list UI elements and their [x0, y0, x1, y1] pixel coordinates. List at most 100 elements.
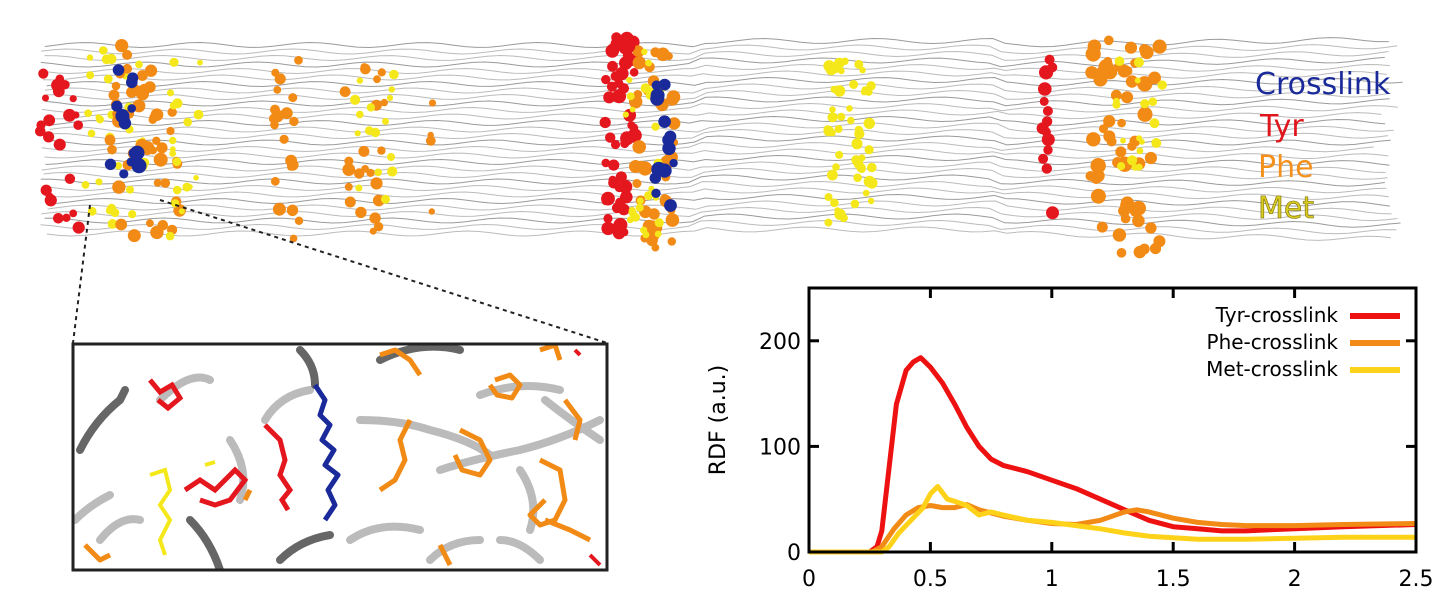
residue-atom [632, 56, 646, 70]
residue-atom [610, 71, 621, 82]
residue-atom [153, 179, 162, 187]
residue-atom [73, 120, 83, 130]
phe-residue [437, 543, 453, 567]
residue-atom [608, 160, 617, 170]
residue-atom [1144, 151, 1157, 165]
phe-residue [563, 398, 583, 441]
residue-atom [1046, 206, 1059, 220]
residue-atom [1114, 56, 1125, 66]
residue-atom [150, 108, 164, 121]
residue-atom [866, 177, 878, 189]
residue-atom [867, 162, 877, 173]
residue-atom [382, 117, 389, 125]
backbone-strand [44, 187, 1389, 200]
residue-atom [87, 129, 96, 138]
residue-atom [84, 109, 92, 118]
residue-atom [837, 112, 846, 121]
residue-atom [1132, 214, 1145, 228]
residue-atom [387, 166, 398, 177]
x-tick-label: 2.5 [1399, 567, 1434, 592]
residue-atom [1117, 162, 1126, 171]
series-line-tyr-crosslink [809, 355, 1417, 555]
residue-atom [369, 227, 377, 235]
residue-atom [603, 91, 616, 104]
backbone-strand [40, 219, 1397, 235]
residue-atom [1091, 169, 1105, 183]
residue-atom [356, 110, 364, 119]
residue-atom [1127, 155, 1138, 166]
x-tick-label: 2 [1288, 567, 1302, 592]
residue-atom [1112, 100, 1121, 109]
residue-atom [366, 103, 376, 112]
residue-atom [387, 153, 395, 161]
residue-atom [126, 86, 138, 98]
backbone-strand [41, 161, 1386, 173]
residue-atom [81, 181, 90, 189]
y-tick-label: 100 [759, 435, 801, 460]
residue-atom [658, 78, 671, 91]
residue-atom [386, 94, 394, 101]
residue-atom [272, 202, 286, 216]
residue-atom [128, 210, 137, 219]
residue-atom [854, 59, 864, 69]
residue-atom [64, 173, 76, 184]
residue-atom [1106, 136, 1117, 147]
residue-atom [373, 75, 381, 84]
phe-residue [378, 418, 413, 493]
chart-legend: Tyr-crosslink Phe-crosslink Met-crosslink [1206, 303, 1400, 381]
residue-atom [428, 208, 435, 215]
residue-atom [830, 198, 839, 208]
residue-atom [866, 81, 876, 91]
residue-atom [354, 168, 365, 179]
residue-atom [615, 171, 627, 183]
residue-atom [666, 93, 679, 106]
residue-atom [146, 219, 154, 228]
residue-atom [1145, 222, 1157, 234]
residue-atom [119, 169, 129, 179]
backbone-strand [46, 76, 1403, 88]
residue-atom [859, 67, 866, 74]
residue-atom [135, 60, 143, 69]
residue-atom [627, 121, 636, 130]
residue-atom [107, 219, 118, 229]
x-tick-label: 0.5 [913, 567, 948, 592]
residue-atom [43, 114, 56, 127]
residue-atom [1085, 171, 1096, 181]
residue-atom [279, 134, 289, 144]
phe-residue [242, 488, 253, 502]
residue-atom [669, 158, 678, 168]
residue-atom [1140, 99, 1150, 109]
residue-atom [1086, 132, 1101, 147]
residue-atom [1103, 56, 1113, 66]
residue-atom [167, 89, 174, 97]
residue-atom [43, 131, 55, 143]
residue-atom [838, 67, 845, 75]
residue-atom [628, 208, 637, 217]
residue-atom [1120, 213, 1131, 224]
backbone-strand [46, 135, 1391, 146]
residue-atom [1041, 163, 1053, 174]
residue-atom [270, 176, 280, 186]
residue-atom [835, 150, 844, 159]
residue-atom [1136, 135, 1143, 142]
residue-atom [1149, 118, 1160, 129]
residue-atom [172, 185, 182, 195]
backbone-strand [42, 180, 1387, 194]
residue-atom [42, 94, 49, 102]
residue-atom [827, 169, 838, 181]
residue-atom [626, 76, 633, 84]
residue-atom [645, 59, 653, 67]
backbone-strand [44, 213, 1401, 228]
residue-atom [366, 168, 375, 177]
residue-atom [285, 154, 297, 167]
residue-atom [152, 136, 161, 145]
residue-atom [1099, 124, 1108, 134]
residue-atom [1133, 57, 1144, 68]
residue-atom [107, 144, 117, 155]
residue-atom [608, 175, 617, 185]
backbone-strand [41, 44, 1398, 55]
x-tick-label: 0 [802, 567, 816, 592]
residue-atom [166, 126, 175, 136]
residue-atom [665, 213, 680, 227]
